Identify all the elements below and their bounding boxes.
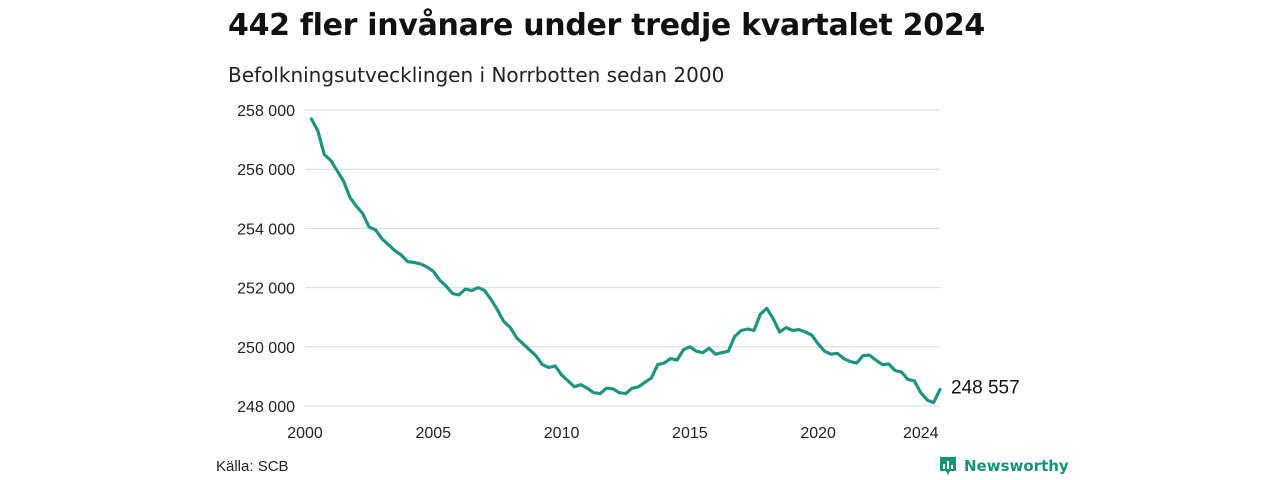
end-value-label: 248 557 <box>951 378 1020 399</box>
x-tick-label: 2024 <box>903 425 939 442</box>
chart-title: 442 fler invånare under tredje kvartalet… <box>228 8 985 43</box>
chart-subtitle: Befolkningsutvecklingen i Norrbotten sed… <box>228 63 725 87</box>
x-tick-label: 2005 <box>415 425 451 442</box>
series-layer <box>309 117 942 405</box>
y-tick-label: 248 000 <box>237 399 295 416</box>
brand-logo[interactable]: Newsworthy <box>938 455 1069 477</box>
brand-name: Newsworthy <box>964 457 1069 475</box>
y-tick-label: 250 000 <box>237 340 295 357</box>
y-tick-label: 254 000 <box>237 221 295 238</box>
x-tick-label: 2000 <box>287 425 323 442</box>
source-note: Källa: SCB <box>216 458 289 475</box>
y-tick-label: 252 000 <box>237 281 295 298</box>
x-tick-label: 2015 <box>672 425 708 442</box>
y-tick-label: 256 000 <box>237 162 295 179</box>
grid-lines <box>305 109 940 407</box>
x-axis-ticks: 2000 2005 2010 2015 2020 2024 <box>287 425 938 442</box>
end-label-layer: 248 557 <box>951 378 1020 399</box>
x-tick-label: 2010 <box>544 425 580 442</box>
series-line <box>309 117 942 405</box>
bar-chart-icon <box>940 457 956 475</box>
x-tick-label: 2020 <box>800 425 836 442</box>
y-axis-ticks: 248 000 250 000 252 000 254 000 256 000 258 0… <box>237 103 295 416</box>
y-tick-label: 258 000 <box>237 103 295 120</box>
